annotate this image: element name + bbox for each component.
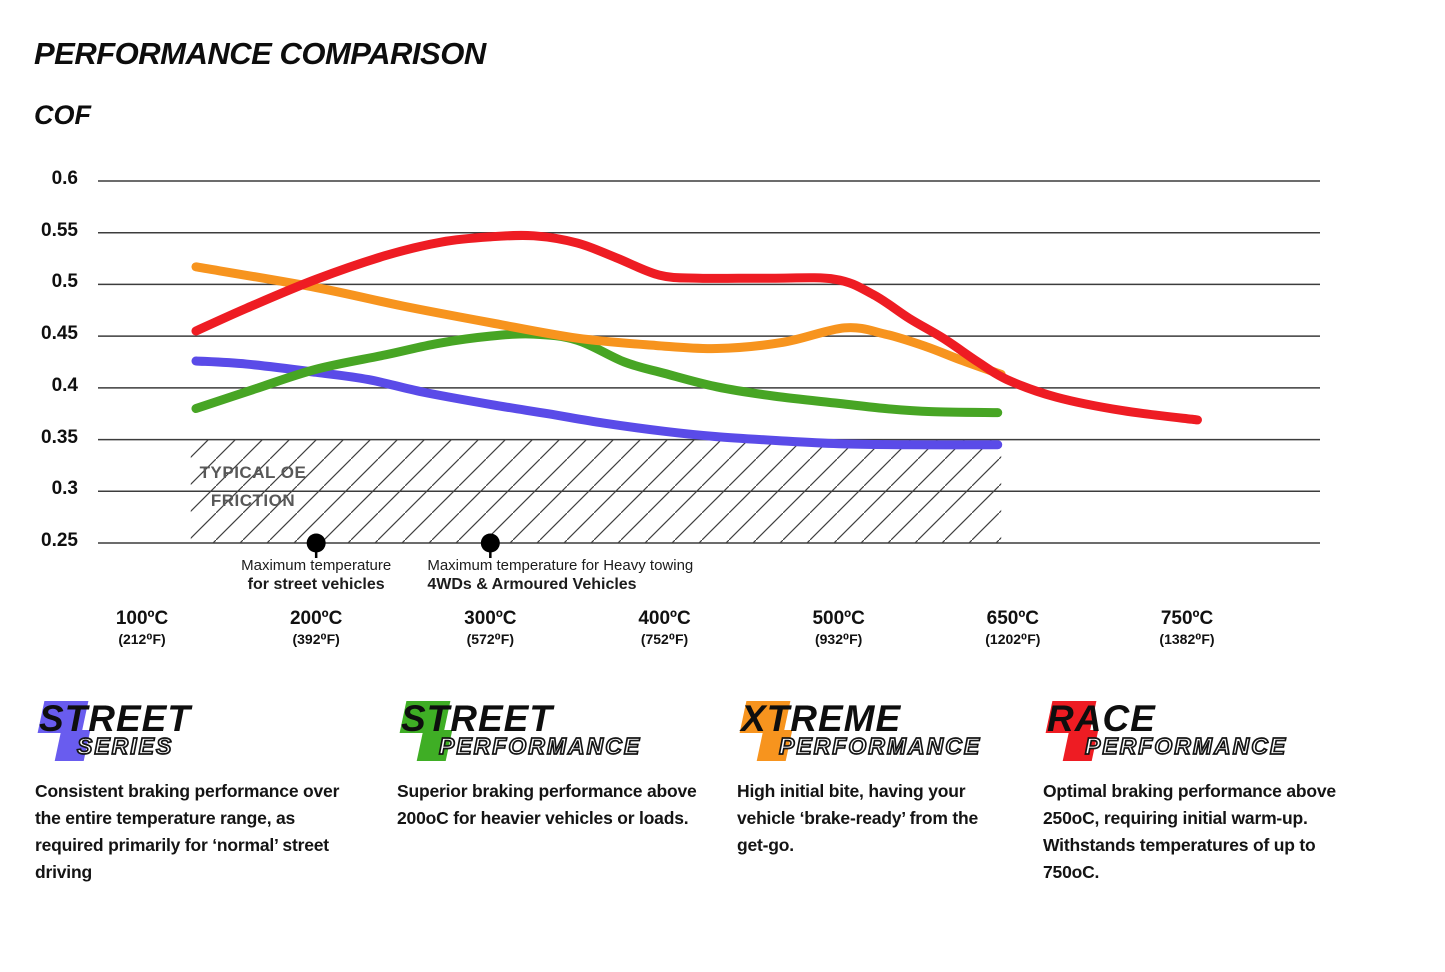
x-tick-label: 500ºC (932⁰F) [812, 608, 865, 647]
logo-subword: SERIES [76, 733, 174, 759]
legend-street-series: STREET SERIES Consistent braking perform… [35, 700, 365, 886]
x-tick-label: 100ºC (212⁰F) [115, 608, 169, 647]
annotation-text: Maximum temperature for street vehicles [241, 557, 392, 593]
y-tick-label: 0.25 [41, 530, 78, 551]
typical-oe-friction-label: TYPICAL OE FRICTION [199, 463, 307, 510]
logo-word: STREET [401, 698, 553, 739]
legend-description: Superior braking performance above 200oC… [397, 781, 697, 828]
y-axis-title: COF [34, 100, 91, 130]
xtreme-performance-logo: XTREME PERFORMANCE [737, 700, 1009, 766]
logo-word: RACE [1047, 698, 1156, 739]
y-tick-label: 0.35 [41, 426, 78, 448]
annotation-dot [306, 533, 326, 553]
annotation-dot [480, 533, 500, 553]
logo-subword: PERFORMANCE [438, 733, 642, 759]
y-tick-label: 0.55 [41, 219, 78, 241]
y-tick-label: 0.6 [51, 168, 78, 189]
y-tick-label: 0.4 [51, 374, 78, 396]
street-series-logo: STREET SERIES [35, 700, 365, 766]
legend-description: Optimal braking performance above 250oC,… [1043, 781, 1336, 882]
series-curve-race-performance [191, 230, 1202, 425]
x-tick-label: 750ºC (1382⁰F) [1159, 608, 1215, 647]
x-tick-label: 400ºC (752⁰F) [638, 608, 691, 647]
cof-vs-temperature-chart [98, 180, 1320, 558]
street-performance-logo: STREET PERFORMANCE [397, 700, 712, 766]
legend-street-performance: STREET PERFORMANCE Superior braking perf… [397, 700, 712, 832]
y-tick-label: 0.45 [41, 323, 78, 345]
legend-xtreme-performance: XTREME PERFORMANCE High initial bite, ha… [737, 700, 1009, 859]
legend-description: High initial bite, having your vehicle ‘… [737, 781, 979, 855]
x-tick-label: 200ºC (392⁰F) [289, 608, 343, 647]
logo-word: STREET [39, 698, 191, 739]
logo-subword: PERFORMANCE [778, 733, 982, 759]
annotation-text: Maximum temperature for Heavy towing 4WDs… [427, 557, 694, 593]
legend-race-performance: RACE PERFORMANCE Optimal braking perform… [1043, 700, 1368, 886]
x-tick-label: 300ºC (572⁰F) [464, 608, 517, 647]
x-tick-label: 650ºC (1202⁰F) [985, 608, 1041, 647]
race-performance-logo: RACE PERFORMANCE [1043, 700, 1368, 766]
series-curve-xtreme-performance [191, 262, 1006, 379]
logo-word: XTREME [741, 698, 902, 739]
legend-description: Consistent braking performance over the … [35, 781, 340, 882]
page-title: PERFORMANCE COMPARISON [34, 36, 486, 71]
typical-oe-friction-band [190, 439, 1002, 543]
series-curve-street-performance [191, 329, 1003, 418]
y-tick-label: 0.3 [51, 478, 78, 500]
y-tick-label: 0.5 [51, 271, 78, 293]
logo-subword: PERFORMANCE [1084, 733, 1288, 759]
